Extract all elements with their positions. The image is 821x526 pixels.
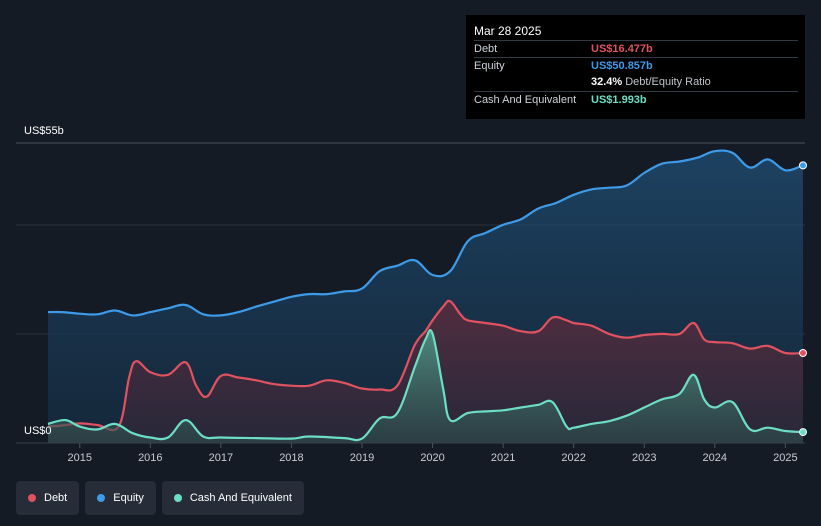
y-axis-top-label: US$55b (24, 125, 64, 137)
x-tick-label: 2022 (561, 452, 585, 464)
tooltip-date: Mar 28 2025 (474, 24, 542, 38)
debt-end-marker (799, 349, 807, 357)
tooltip-row-ratio: 32.4% Debt/Equity Ratio (474, 74, 798, 91)
x-axis: 2015 2016 2017 2018 2019 2020 2021 2022 2023 2024… (16, 442, 805, 464)
x-tick-label: 2024 (703, 452, 727, 464)
x-tick-label: 2017 (209, 452, 233, 464)
tooltip-equity-label: Equity (474, 60, 505, 72)
x-tick-label: 2015 (68, 452, 92, 464)
equity-dot-icon (97, 494, 106, 502)
x-tick-label: 2020 (420, 452, 444, 464)
legend: Debt Equity Cash And Equivalent (16, 481, 304, 515)
x-tick-label: 2019 (350, 452, 374, 464)
tooltip: Mar 28 2025 Debt US$16.477b Equity US$50… (466, 15, 805, 119)
legend-cash-label: Cash And Equivalent (189, 492, 292, 504)
legend-item-debt[interactable]: Debt (16, 481, 80, 515)
legend-item-cash[interactable]: Cash And Equivalent (161, 481, 304, 515)
tooltip-row-cash: Cash And Equivalent US$1.993b (474, 91, 798, 109)
tooltip-cash-value: US$1.993b (591, 94, 647, 106)
series-layer (47, 149, 807, 443)
equity-line (47, 149, 804, 317)
tooltip-debt-label: Debt (474, 43, 498, 55)
tooltip-debt-value: US$16.477b (591, 43, 653, 55)
cash-line (47, 329, 804, 442)
tooltip-equity-value: US$50.857b (591, 60, 653, 72)
y-axis-bottom-label: US$0 (24, 425, 52, 437)
tooltip-ratio-value: 32.4% (591, 76, 623, 88)
cash-dot-icon (173, 494, 182, 502)
tooltip-cash-label: Cash And Equivalent (474, 94, 577, 106)
equity-end-marker (799, 161, 807, 170)
x-tick-label: 2025 (773, 452, 797, 464)
tooltip-row-equity: Equity US$50.857b (474, 57, 798, 75)
x-tick-label: 2018 (279, 452, 303, 464)
tooltip-row-debt: Debt US$16.477b (474, 40, 798, 58)
legend-equity-label: Equity (113, 492, 144, 504)
x-tick-label: 2016 (138, 452, 162, 464)
cash-end-marker (799, 428, 807, 437)
legend-item-equity[interactable]: Equity (85, 481, 156, 515)
x-tick-label: 2021 (491, 452, 515, 464)
tooltip-ratio: 32.4% Debt/Equity Ratio (591, 76, 711, 88)
cash-area (48, 330, 803, 443)
x-tick-label: 2023 (632, 452, 656, 464)
tooltip-ratio-label: Debt/Equity Ratio (625, 76, 711, 88)
legend-debt-label: Debt (44, 492, 68, 504)
debt-dot-icon (28, 494, 36, 502)
debt-line (47, 299, 804, 432)
